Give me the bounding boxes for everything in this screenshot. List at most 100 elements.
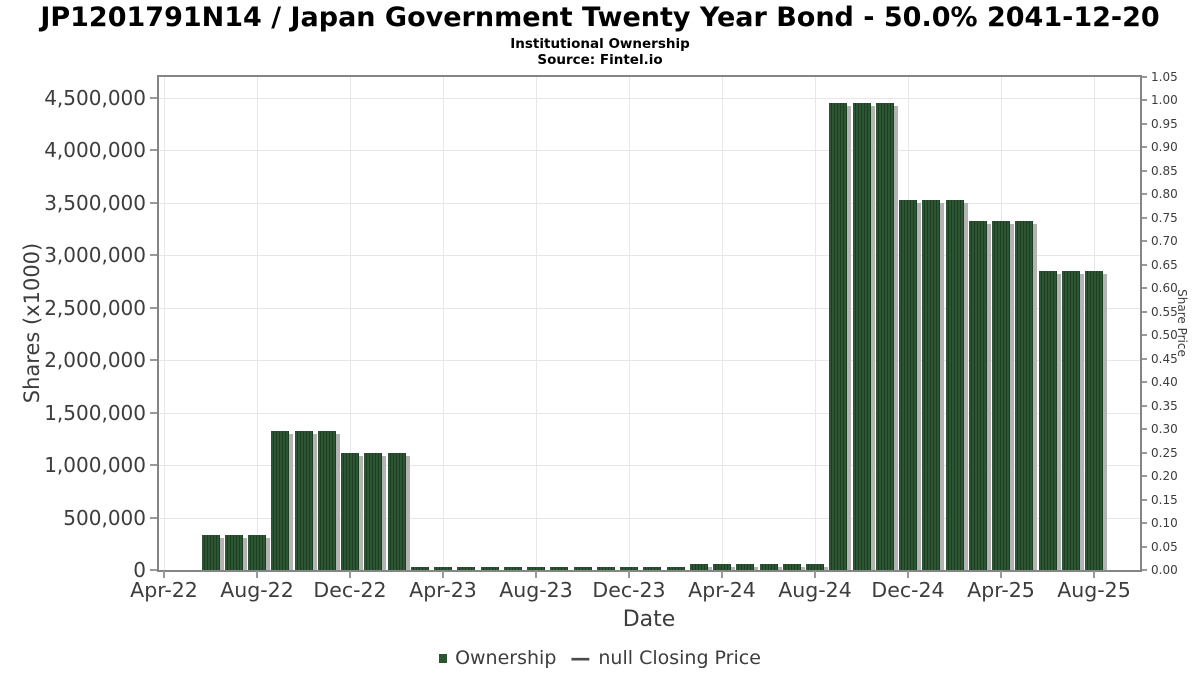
y-right-tick-mark (1142, 169, 1147, 172)
legend: Ownership — null Closing Price (0, 646, 1200, 670)
y-right-tick-label: 0.55 (1151, 304, 1178, 319)
x-tick-label: Apr-24 (688, 578, 756, 602)
ownership-bar[interactable] (620, 567, 638, 570)
y-right-tick-mark (1142, 475, 1147, 478)
x-tick-mark (349, 571, 351, 578)
ownership-bar[interactable] (527, 567, 545, 570)
y-right-tick-mark (1142, 404, 1147, 407)
ownership-bar[interactable] (713, 563, 731, 570)
y-left-tick-mark (150, 149, 157, 152)
y-left-tick-mark (150, 464, 157, 467)
ownership-bar[interactable] (248, 535, 266, 570)
ownership-bar[interactable] (875, 103, 894, 570)
ownership-bar[interactable] (1038, 271, 1057, 570)
y-right-tick-label: 0.80 (1151, 187, 1178, 202)
x-tick-mark (1000, 571, 1002, 578)
ownership-bar[interactable] (271, 430, 290, 570)
y-right-tick-mark (1142, 428, 1147, 431)
ownership-bar[interactable] (550, 567, 569, 570)
y-right-tick-mark (1142, 216, 1147, 219)
ownership-bar[interactable] (294, 430, 313, 570)
ownership-bar[interactable] (434, 567, 452, 570)
ownership-bar[interactable] (689, 563, 708, 570)
v-gridline (815, 77, 816, 570)
y-left-tick-mark (150, 516, 157, 519)
y-right-tick-label: 0.45 (1151, 351, 1178, 366)
y-right-tick-mark (1142, 99, 1147, 102)
ownership-bar[interactable] (1015, 220, 1034, 570)
ownership-bar[interactable] (736, 563, 755, 570)
y-right-tick-label: 0.40 (1151, 375, 1178, 390)
x-tick-mark (721, 571, 723, 578)
ownership-bar[interactable] (341, 452, 359, 570)
y-right-tick-label: 0.85 (1151, 163, 1178, 178)
ownership-bar[interactable] (782, 563, 801, 570)
h-gridline (159, 97, 1140, 99)
ownership-bar[interactable] (387, 452, 406, 570)
y-left-tick-label: 1,000,000 (44, 453, 146, 478)
legend-ownership-marker (439, 653, 448, 663)
y-left-tick-mark (150, 569, 157, 571)
x-tick-label: Aug-22 (220, 578, 294, 602)
ownership-bar[interactable] (992, 220, 1010, 570)
h-gridline (159, 412, 1140, 414)
y-right-tick-mark (1142, 287, 1147, 290)
y-right-tick-label: 0.50 (1151, 328, 1178, 343)
x-tick-mark (535, 571, 537, 578)
x-tick-label: Dec-23 (592, 578, 666, 602)
ownership-bar[interactable] (643, 567, 662, 570)
y-right-tick-label: 0.00 (1151, 563, 1178, 577)
ownership-bar[interactable] (759, 563, 778, 570)
ownership-bar[interactable] (573, 567, 592, 570)
y-right-tick-label: 0.95 (1151, 116, 1178, 131)
ownership-bar[interactable] (457, 567, 476, 570)
y-right-tick-label: 0.70 (1151, 234, 1178, 249)
ownership-bar[interactable] (1085, 271, 1103, 570)
ownership-bar[interactable] (899, 199, 917, 570)
x-tick-label: Aug-24 (778, 578, 852, 602)
y-right-tick-mark (1142, 122, 1147, 125)
v-gridline (443, 77, 444, 570)
ownership-bar[interactable] (596, 567, 615, 570)
x-tick-mark (442, 571, 444, 578)
x-tick-label: Apr-22 (130, 578, 198, 602)
ownership-bar[interactable] (410, 567, 429, 570)
legend-ownership-label: Ownership (455, 647, 557, 669)
ownership-bar[interactable] (829, 103, 848, 570)
y-left-tick-label: 3,000,000 (44, 243, 146, 268)
ownership-bar[interactable] (945, 199, 964, 570)
x-axis-title: Date (622, 607, 676, 632)
ownership-bar[interactable] (852, 103, 871, 570)
x-tick-label: Aug-23 (499, 578, 573, 602)
h-gridline (159, 202, 1140, 204)
y-left-tick-mark (150, 359, 157, 362)
ownership-bar[interactable] (201, 535, 220, 570)
y-right-tick-mark (1142, 240, 1147, 243)
chart-source: Source: Fintel.io (537, 52, 663, 68)
ownership-bar[interactable] (480, 567, 499, 570)
ownership-bar[interactable] (1061, 271, 1080, 570)
x-tick-mark (256, 571, 258, 578)
v-gridline (257, 77, 258, 570)
y-right-tick-mark (1142, 498, 1147, 501)
page-title: JP1201791N14 / Japan Government Twenty Y… (40, 2, 1160, 33)
legend-closing-price-label: null Closing Price (598, 647, 761, 669)
ownership-bar[interactable] (806, 563, 824, 570)
y-left-tick-label: 2,000,000 (44, 348, 146, 373)
v-gridline (722, 77, 723, 570)
y-right-tick-label: 0.15 (1151, 492, 1178, 507)
v-gridline (350, 77, 351, 570)
ownership-bar[interactable] (503, 567, 522, 570)
h-gridline (159, 255, 1140, 257)
y-left-tick-label: 0 (133, 558, 146, 582)
plot-area (157, 75, 1142, 572)
ownership-bar[interactable] (224, 535, 243, 570)
ownership-bar[interactable] (317, 430, 336, 570)
h-gridline (159, 307, 1140, 309)
ownership-bar[interactable] (968, 220, 987, 570)
y-right-tick-mark (1142, 451, 1147, 454)
y-right-tick-mark (1142, 569, 1147, 571)
ownership-bar[interactable] (922, 199, 941, 570)
ownership-bar[interactable] (666, 567, 685, 570)
ownership-bar[interactable] (364, 452, 383, 570)
